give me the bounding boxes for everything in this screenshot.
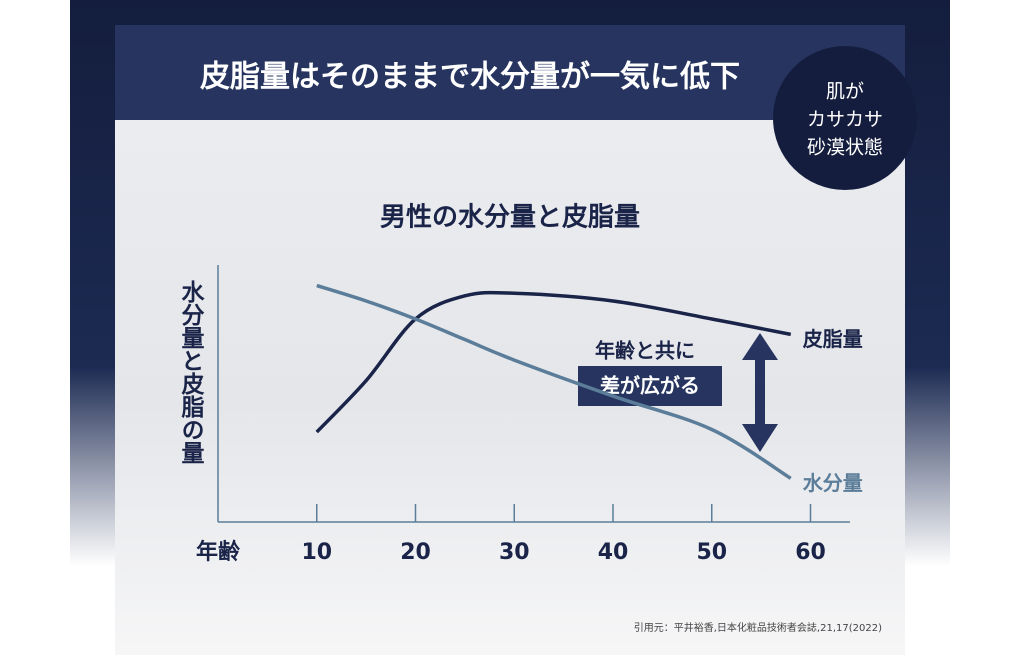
annotation-box — [578, 366, 722, 406]
x-tick-label: 40 — [598, 540, 629, 565]
badge-line: カサカサ — [807, 109, 883, 131]
annotation: 年齢と共に — [595, 339, 695, 363]
annotation: 差が広がる — [600, 374, 700, 398]
badge-line: 肌が — [826, 81, 864, 103]
series-label: 水分量 — [803, 471, 863, 495]
double-arrow — [742, 333, 778, 452]
card — [115, 25, 905, 655]
series-line — [315, 290, 792, 434]
series-label: 皮脂量 — [803, 327, 863, 351]
x-tick-label: 20 — [400, 540, 431, 565]
x-tick-label: 60 — [795, 540, 826, 565]
x-axis-label: 年齢 — [196, 539, 241, 565]
citation: 引用元：平井裕香,日本化粧品技術者会誌,21,17(2022) — [634, 621, 882, 634]
series-line — [316, 283, 792, 480]
x-tick-label: 50 — [696, 540, 727, 565]
badge — [773, 46, 917, 190]
header-band — [115, 25, 905, 120]
chart-title: 男性の水分量と皮脂量 — [380, 203, 640, 233]
badge-line: 砂漠状態 — [807, 137, 883, 159]
header-title: 皮脂量はそのままで水分量が一気に低下 — [200, 60, 740, 95]
y-axis-label: 水分量と皮脂の量 — [177, 280, 205, 464]
x-tick-label: 10 — [301, 540, 332, 565]
x-tick-label: 30 — [499, 540, 530, 565]
